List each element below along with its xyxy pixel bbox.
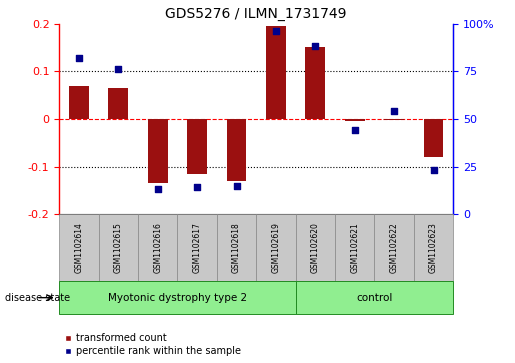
Text: GSM1102614: GSM1102614 bbox=[75, 222, 83, 273]
Point bbox=[75, 55, 83, 61]
Point bbox=[153, 187, 162, 192]
Text: GSM1102615: GSM1102615 bbox=[114, 222, 123, 273]
Bar bbox=[109, 88, 128, 119]
Bar bbox=[187, 119, 207, 174]
Point bbox=[272, 28, 280, 34]
Text: GSM1102619: GSM1102619 bbox=[271, 222, 280, 273]
Text: GSM1102623: GSM1102623 bbox=[429, 222, 438, 273]
Bar bbox=[256, 214, 296, 281]
Bar bbox=[148, 119, 167, 183]
Bar bbox=[345, 119, 365, 121]
Bar bbox=[59, 214, 99, 281]
Point bbox=[390, 108, 398, 114]
Bar bbox=[305, 48, 325, 119]
Bar bbox=[296, 214, 335, 281]
Bar bbox=[217, 214, 256, 281]
Bar bbox=[335, 214, 374, 281]
Text: disease state: disease state bbox=[5, 293, 70, 303]
Bar bbox=[384, 119, 404, 120]
Text: GSM1102618: GSM1102618 bbox=[232, 223, 241, 273]
Bar bbox=[296, 281, 453, 314]
Text: GSM1102620: GSM1102620 bbox=[311, 222, 320, 273]
Bar bbox=[424, 119, 443, 157]
Bar bbox=[414, 214, 453, 281]
Bar bbox=[138, 214, 177, 281]
Bar bbox=[374, 214, 414, 281]
Point bbox=[351, 127, 359, 133]
Point bbox=[114, 66, 123, 72]
Bar bbox=[227, 119, 246, 181]
Point bbox=[232, 183, 241, 188]
Title: GDS5276 / ILMN_1731749: GDS5276 / ILMN_1731749 bbox=[165, 7, 347, 21]
Text: GSM1102616: GSM1102616 bbox=[153, 222, 162, 273]
Bar bbox=[99, 214, 138, 281]
Text: GSM1102622: GSM1102622 bbox=[390, 223, 399, 273]
Point bbox=[311, 44, 319, 49]
Text: Myotonic dystrophy type 2: Myotonic dystrophy type 2 bbox=[108, 293, 247, 303]
Text: control: control bbox=[356, 293, 392, 303]
Bar bbox=[177, 214, 217, 281]
Point bbox=[430, 167, 438, 173]
Text: GSM1102617: GSM1102617 bbox=[193, 222, 201, 273]
Legend: transformed count, percentile rank within the sample: transformed count, percentile rank withi… bbox=[64, 333, 241, 356]
Text: GSM1102621: GSM1102621 bbox=[350, 223, 359, 273]
Bar bbox=[69, 86, 89, 119]
Bar bbox=[266, 26, 286, 119]
Point bbox=[193, 185, 201, 191]
Bar bbox=[59, 281, 296, 314]
